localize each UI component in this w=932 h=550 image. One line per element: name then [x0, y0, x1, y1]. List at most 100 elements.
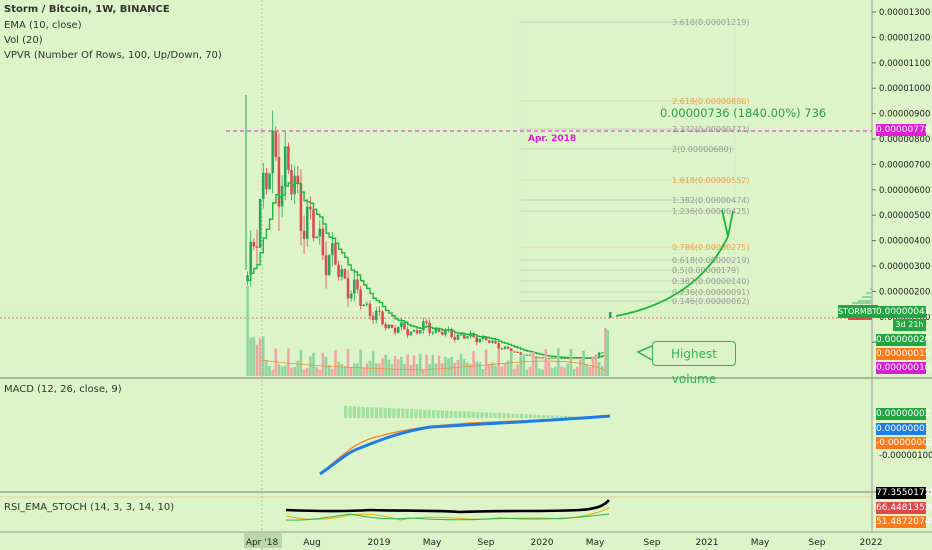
- fib-level-label: 1.382(0.00000474): [672, 196, 750, 205]
- volume-bar: [484, 349, 488, 376]
- macd-histogram-bar: [493, 412, 497, 418]
- volume-bar: [261, 336, 265, 376]
- macd-histogram-bar: [427, 409, 431, 418]
- candle-body: [265, 172, 268, 190]
- price-tick-label: 0.00000200: [879, 287, 930, 297]
- volume-bar: [349, 366, 353, 376]
- candle-body: [349, 293, 353, 299]
- candle-body: [327, 255, 331, 276]
- macd-histogram-bar: [550, 415, 554, 418]
- candle-body: [466, 336, 469, 339]
- candle-body: [453, 336, 457, 340]
- volume-bar: [582, 350, 585, 376]
- candle-body: [287, 146, 290, 170]
- candle-body: [390, 324, 394, 328]
- volume-bar: [453, 363, 457, 376]
- macd-line: [319, 414, 611, 476]
- candle-body: [509, 348, 513, 352]
- volume-bar: [337, 361, 340, 376]
- candle-body: [261, 172, 265, 199]
- macd-histogram-bar: [344, 406, 348, 418]
- volume-bar: [283, 365, 287, 376]
- candle-body: [506, 346, 510, 349]
- volume-bar: [538, 368, 541, 376]
- volume-bar: [375, 363, 378, 376]
- volume-bar: [390, 363, 394, 376]
- price-tick-label: 0.00000900: [879, 110, 930, 120]
- macd-histogram-bar: [445, 410, 449, 418]
- candle-body: [478, 338, 482, 343]
- high-line-badge: 0.00000778: [876, 124, 931, 136]
- candle-body: [475, 337, 478, 343]
- fib-level-label: 0.382(0.00000140): [672, 277, 750, 286]
- macd-histogram-bar: [383, 407, 387, 418]
- candle-body: [274, 130, 278, 158]
- macd-histogram-bar: [449, 410, 453, 418]
- candle-body: [538, 357, 541, 359]
- candle-body: [566, 358, 570, 360]
- macd-histogram-bar: [462, 411, 466, 418]
- candle-body: [422, 321, 425, 331]
- volume-bar: [318, 369, 322, 376]
- candle-body: [375, 310, 378, 320]
- candle-body: [309, 206, 312, 210]
- macd-histogram-bar: [379, 407, 383, 418]
- macd-histogram-bar: [392, 408, 396, 418]
- symbol-title: Storm / Bitcoin, 1W, BINANCE: [4, 4, 170, 15]
- rsi-badge-3: 51.48720746: [876, 516, 932, 528]
- volume-bar: [516, 364, 519, 376]
- price-tick-label: 0.00001300: [879, 8, 930, 18]
- fib-frame: [519, 21, 736, 303]
- stoch-d-line: [285, 513, 610, 521]
- candle-body: [406, 329, 409, 336]
- macd-histogram-bar: [370, 407, 374, 418]
- macd-histogram-bar: [348, 406, 352, 418]
- volume-bar: [462, 359, 466, 376]
- macd-histogram-bar: [568, 416, 572, 418]
- macd-legend: MACD (12, 26, close, 9): [4, 384, 122, 395]
- price-tick-label: 0.00000600: [879, 186, 930, 196]
- fib-level-label: 0.236(0.00000091): [672, 288, 750, 297]
- macd-histogram-bar: [454, 411, 458, 418]
- volume-bar: [331, 368, 334, 376]
- candle-body: [484, 336, 488, 341]
- macd-histogram-bar: [564, 416, 568, 418]
- time-axis-label: May: [751, 538, 770, 548]
- candle-body: [283, 146, 287, 186]
- candle-body: [299, 183, 303, 231]
- volume-bar: [387, 359, 391, 376]
- time-cursor-box: [244, 533, 282, 548]
- volume-bar: [422, 369, 425, 376]
- volume-bar: [478, 362, 482, 376]
- volume-bar: [444, 356, 447, 376]
- volume-bar: [456, 359, 460, 376]
- candle-body: [249, 241, 252, 276]
- macd-histogram-bar: [388, 408, 392, 418]
- time-axis-label: Apr '18: [246, 538, 279, 548]
- time-axis-label: Sep: [809, 538, 826, 548]
- volume-bar: [585, 365, 588, 376]
- volume-bar: [525, 369, 529, 376]
- candle-body: [302, 230, 306, 239]
- candle-body: [312, 209, 315, 239]
- candle-body: [258, 198, 262, 248]
- time-axis-label: 2020: [531, 538, 554, 548]
- volume-bar: [290, 367, 293, 376]
- volume-bar: [497, 349, 500, 376]
- candle-body: [415, 330, 419, 334]
- volume-bar: [425, 354, 428, 376]
- macd-histogram-bar: [374, 407, 378, 418]
- volume-bar: [249, 337, 252, 376]
- candle-body: [324, 255, 328, 276]
- volume-bar: [296, 360, 300, 376]
- projection-arrowhead: [721, 209, 734, 237]
- candle-body: [393, 327, 397, 333]
- macd-histogram-bar: [352, 406, 356, 418]
- macd-histogram-bar: [484, 412, 488, 418]
- volume-bar: [340, 364, 344, 376]
- vpvr-bar: [862, 296, 872, 298]
- volume-bar: [472, 351, 475, 376]
- volume-bar: [488, 364, 491, 376]
- rsi-line: [285, 499, 610, 514]
